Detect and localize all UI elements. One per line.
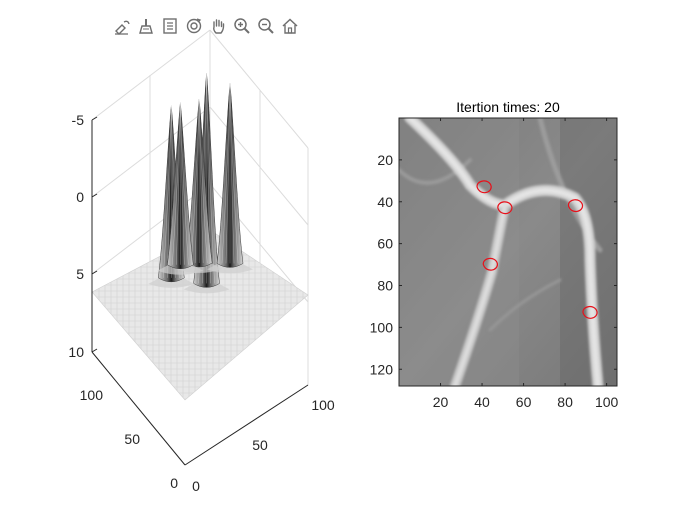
home-icon: [282, 18, 298, 34]
z-tick-label: 5: [76, 266, 84, 282]
y-tick-label: 100: [80, 387, 104, 403]
image-tick-labels: 20 40 60 80 100 20 40 60 80 100 120: [370, 118, 619, 410]
brush-icon: [139, 19, 153, 34]
legend-button[interactable]: [158, 14, 182, 38]
contour: [476, 180, 492, 194]
legend-icon: [163, 18, 177, 34]
zoom-in-button[interactable]: [230, 14, 254, 38]
y-tick-label: 80: [377, 278, 393, 294]
contour: [582, 305, 598, 319]
y-tick-label: 0: [170, 475, 178, 491]
brush-button[interactable]: [134, 14, 158, 38]
x-tick-label: 50: [252, 437, 268, 453]
pan-button[interactable]: [206, 14, 230, 38]
figure-toolbar: [110, 14, 302, 38]
x-tick-label: 20: [433, 394, 449, 410]
zoom-in-icon: [234, 18, 250, 34]
y-tick-label: 120: [370, 361, 394, 377]
zoom-out-button[interactable]: [254, 14, 278, 38]
y-axis-line: [91, 351, 186, 466]
segmentation-contours: [476, 180, 598, 319]
zoom-out-icon: [258, 18, 274, 34]
x-tick-label: 60: [516, 394, 532, 410]
x-tick-label: 0: [192, 478, 200, 494]
rotate-3d-icon: [186, 18, 202, 34]
y-tick-label: 20: [377, 152, 393, 168]
surface-peaks: [148, 73, 253, 294]
x-tick-label: 80: [557, 394, 573, 410]
surface-peak: [207, 83, 253, 274]
z-tick-label: 10: [68, 344, 84, 360]
data-tip-icon: [115, 20, 130, 35]
x-tick-label: 100: [595, 394, 619, 410]
data-tips-button[interactable]: [110, 14, 134, 38]
home-button[interactable]: [278, 14, 302, 38]
image-plot-title: Itertion times: 20: [456, 99, 560, 115]
y-tick-label: 40: [377, 194, 393, 210]
z-tick-label: 0: [76, 189, 84, 205]
y-tick-label: 60: [377, 236, 393, 252]
contour: [567, 199, 584, 213]
contour: [497, 201, 513, 215]
rotate-3d-button[interactable]: [182, 14, 206, 38]
image-axes-box: [398, 117, 618, 387]
x-tick-label: 40: [474, 394, 490, 410]
x-axis-line: [184, 384, 309, 466]
image-plot[interactable]: Itertion times: 20 20 40 60 80 100 20 40 60 80 10…: [370, 99, 619, 410]
z-tick-label: -5: [72, 112, 85, 128]
y-tick-label: 50: [124, 431, 140, 447]
surface-peak: [157, 102, 204, 275]
contour: [482, 257, 498, 271]
hand-icon: [213, 19, 225, 34]
angiogram-image: [399, 118, 617, 386]
x-tick-label: 100: [311, 397, 335, 413]
y-tick-label: 100: [370, 319, 394, 335]
